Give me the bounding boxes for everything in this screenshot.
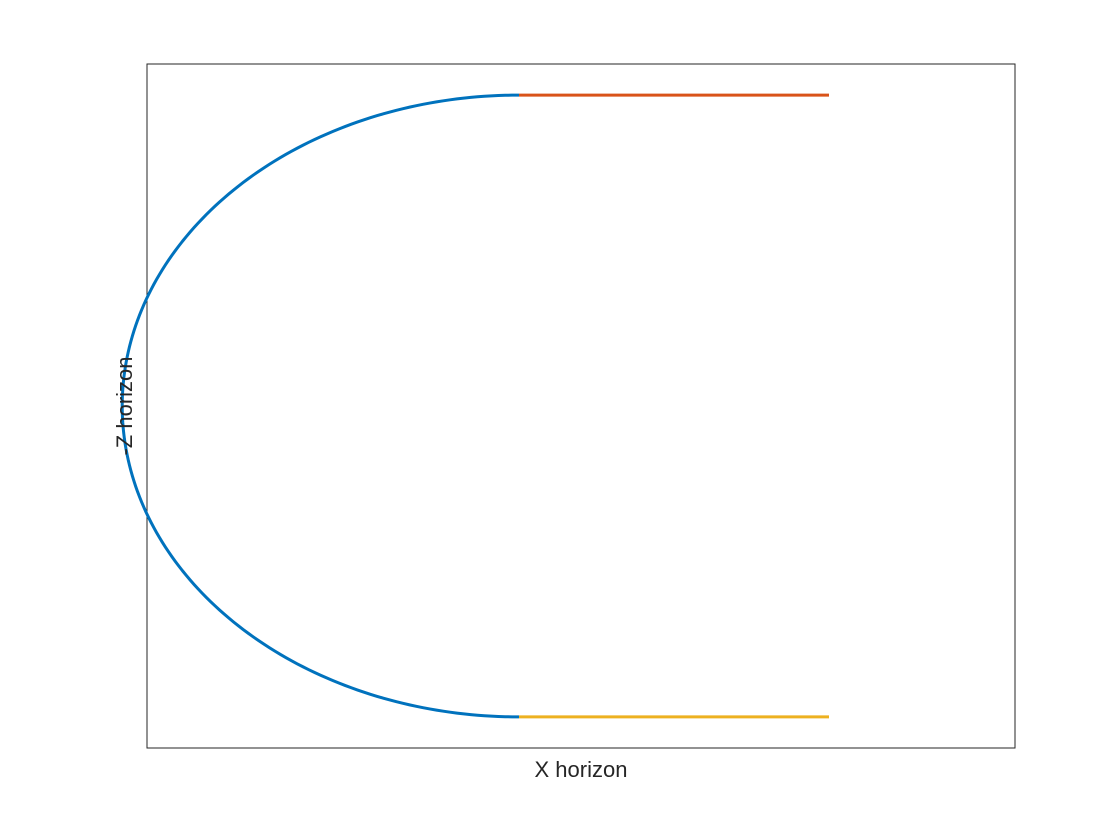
y-axis-label: -Z horizon [112, 356, 137, 455]
x-axis-label: X horizon [535, 757, 628, 782]
series-line-1 [120, 93, 520, 719]
series-layer [120, 93, 829, 719]
plot-area [146, 63, 1016, 749]
